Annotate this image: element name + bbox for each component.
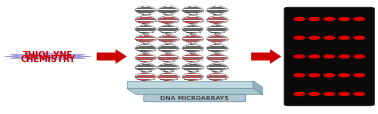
Polygon shape [253, 81, 262, 95]
Ellipse shape [294, 74, 305, 77]
Ellipse shape [339, 18, 350, 21]
FancyArrow shape [251, 50, 281, 64]
Ellipse shape [339, 37, 350, 40]
Ellipse shape [354, 74, 364, 77]
Ellipse shape [339, 93, 350, 96]
Ellipse shape [354, 56, 364, 58]
Ellipse shape [354, 93, 364, 96]
Ellipse shape [309, 56, 319, 58]
Polygon shape [127, 81, 253, 89]
Ellipse shape [309, 18, 319, 21]
Ellipse shape [324, 37, 335, 40]
Ellipse shape [294, 18, 305, 21]
Ellipse shape [294, 37, 305, 40]
Ellipse shape [324, 56, 335, 58]
Polygon shape [5, 53, 91, 61]
FancyBboxPatch shape [144, 94, 245, 102]
Ellipse shape [339, 74, 350, 77]
Ellipse shape [294, 93, 305, 96]
Ellipse shape [309, 37, 319, 40]
Text: DNA MICROARRAYS: DNA MICROARRAYS [160, 96, 229, 101]
Ellipse shape [324, 93, 335, 96]
FancyBboxPatch shape [284, 8, 374, 106]
Ellipse shape [354, 37, 364, 40]
Polygon shape [127, 89, 262, 95]
Text: CHEMISTRY: CHEMISTRY [20, 54, 75, 63]
Ellipse shape [309, 74, 319, 77]
Ellipse shape [339, 56, 350, 58]
Ellipse shape [324, 18, 335, 21]
FancyArrow shape [97, 50, 127, 64]
Text: THIOL-YNE: THIOL-YNE [23, 51, 73, 60]
Ellipse shape [309, 93, 319, 96]
Ellipse shape [324, 74, 335, 77]
Ellipse shape [354, 18, 364, 21]
Ellipse shape [294, 56, 305, 58]
